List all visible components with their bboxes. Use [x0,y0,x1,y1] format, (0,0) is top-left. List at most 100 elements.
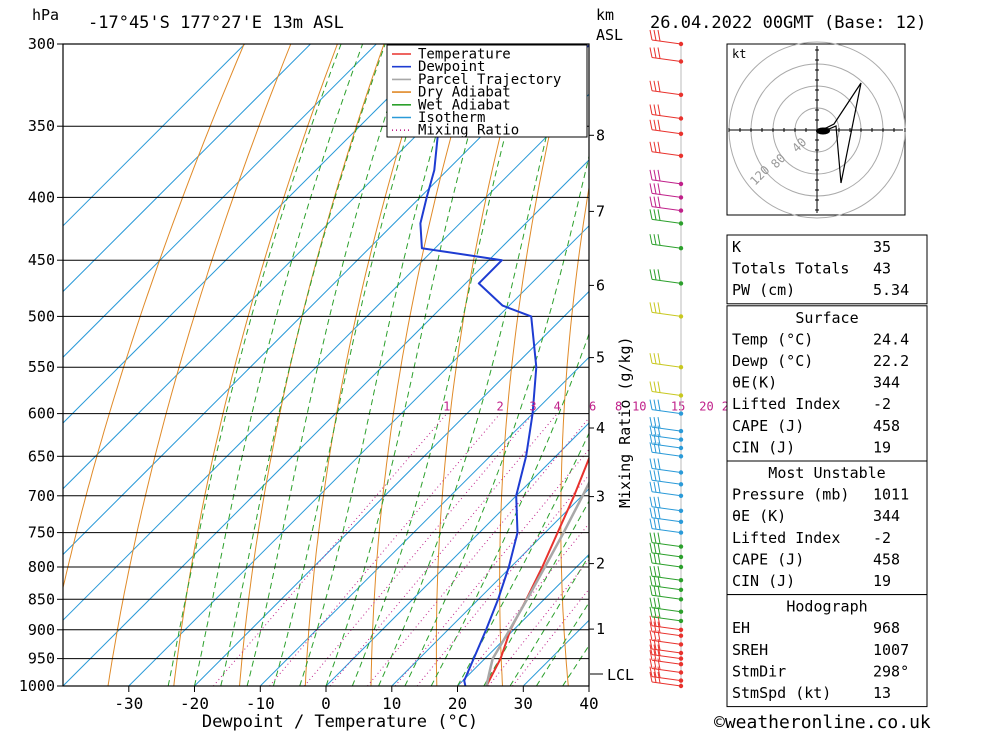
pressure-axis: 300 350 400 450 500 550 600 650 700 750 800 850 900 9… [19,35,63,695]
wind-barb-flag [649,630,653,641]
wet-adiabat-line [272,44,436,686]
pressure-tick-label: 850 [28,590,55,608]
wind-barb-flag [653,119,657,131]
wind-barb-flag [649,196,653,207]
pressure-tick-label: 800 [28,558,55,576]
wind-barb-flag [657,353,661,365]
index-value: 22.2 [873,352,909,370]
pressure-tick-label: 400 [28,188,55,206]
wind-barb-flag [657,552,661,565]
wind-barb-flag [649,209,653,220]
index-value: 19 [873,438,891,456]
temperature-tick-label: 20 [448,694,467,713]
wet-adiabat-line [378,44,570,686]
wind-barb-flag [657,575,661,587]
wind-barb-flag [649,496,653,507]
wind-barb-flag [657,481,661,493]
dewpoint-line [419,44,589,686]
wind-barb-staff [651,668,682,673]
isotherm-line [63,44,311,293]
height-tick-label: 3 [596,488,605,506]
temperature-tick-label: -20 [180,694,209,713]
dry-adiabat-line [941,44,1000,686]
index-value: 43 [873,260,891,278]
wind-barb-flag [653,104,657,116]
wind-barb-flag [657,169,661,181]
wind-barb-flag [653,481,657,493]
wind-barb-flag [649,575,653,586]
wind-barb-flag [657,399,661,411]
index-label: PW (cm) [732,281,795,299]
wind-barb-flag [657,496,661,508]
wind-barb-flag [649,119,653,130]
mixing-ratio-label: 6 [589,400,596,414]
index-label: CAPE (J) [732,550,804,568]
wind-barb-flag [653,196,657,208]
wind-barb-staff [651,676,682,682]
index-label: θE (K) [732,507,786,525]
index-label: StmSpd (kt) [732,684,831,702]
wind-barb-flag [653,597,657,609]
plot-frame [62,43,590,687]
mixing-ratio-label: 1 [443,400,450,414]
wind-barb-staff [651,631,682,637]
wind-barb-flag [649,470,653,481]
wind-barb-staff [651,179,682,185]
wind-barb-flag [649,104,653,115]
wind-barb-staff [651,681,682,687]
wind-barb-flag [657,302,661,314]
wind-barb-flag [653,575,657,587]
isotherm-line [63,159,589,686]
wind-barb-flag [649,615,653,626]
pressure-tick-label: 550 [28,358,55,376]
wind-barb-flag [653,552,657,564]
legend-entry: Dewpoint [418,59,485,75]
wind-barb-flag [649,399,653,410]
index-label: StmDir [732,662,786,680]
temperature-tick-label: -10 [246,694,275,713]
index-label: CAPE (J) [732,417,804,435]
wind-barb-staff [651,391,682,396]
isotherm-line [63,44,443,424]
wind-barb-staff [651,114,682,119]
km-label: km [596,6,614,24]
wind-barb-staff [651,426,682,432]
index-value: 344 [873,374,900,392]
wind-barb-staff [651,654,682,660]
surface-box-title: Surface [795,309,858,327]
index-value: 13 [873,684,891,702]
wind-barb-staff [651,575,682,581]
wind-barb-flag [649,433,653,445]
wind-barb-flag [653,399,657,411]
height-tick-label: 4 [596,419,605,437]
pressure-tick-label: 450 [28,251,55,269]
height-tick-label: 1 [596,620,605,638]
index-label: EH [732,619,750,637]
wind-barb-flag [649,234,653,245]
wind-barb-flag [653,606,657,618]
wind-barb-flag [657,442,661,454]
index-value: 344 [873,507,900,525]
wind-barb-flag [653,585,657,596]
isotherm-line [63,44,377,358]
wind-barb-flag [649,518,653,529]
wind-barb-flag [649,671,653,683]
isotherm-line [457,553,589,686]
index-value: 5.34 [873,281,909,299]
index-value: 1007 [873,641,909,659]
wind-barb-staff [651,243,682,249]
wind-barb-flag [657,658,661,670]
wind-barb-flag [657,209,661,221]
index-value: -2 [873,395,891,413]
mixing-ratio-label: 15 [671,400,685,414]
legend-entry: Parcel Trajectory [418,72,561,88]
index-value: 458 [873,417,900,435]
mixing-ratio-label: 10 [632,400,646,414]
isobar-lines [63,44,589,686]
wind-barb-flag [657,47,661,59]
wind-barb-staff [651,311,682,317]
wind-barb-flag [657,566,661,578]
wind-barb-flag [649,141,653,152]
